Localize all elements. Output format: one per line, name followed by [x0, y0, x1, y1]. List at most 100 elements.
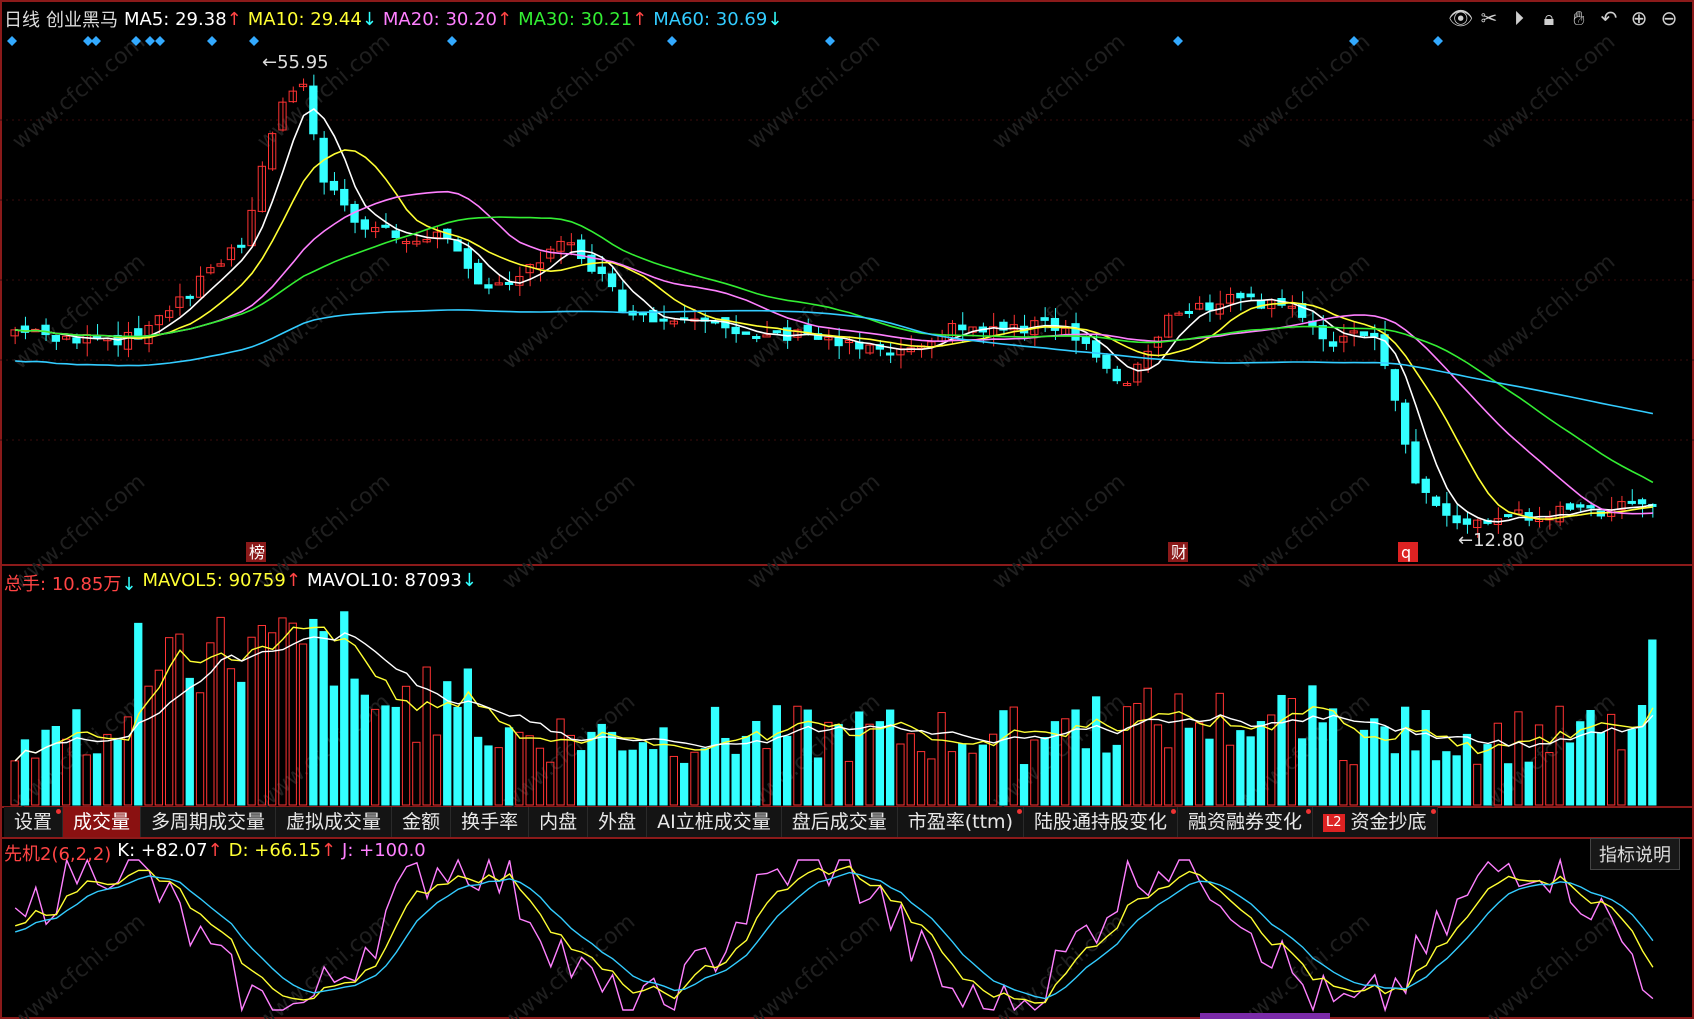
volume-bar	[165, 637, 174, 806]
candle-body	[618, 289, 627, 312]
volume-bar	[443, 681, 452, 806]
undo-icon[interactable]: ↶	[1600, 6, 1618, 30]
tab-4[interactable]: 金额	[392, 807, 452, 837]
ma10-readout: MA10: 29.44↓	[247, 8, 377, 30]
volume-bar	[834, 724, 843, 806]
volume-bar	[1174, 693, 1183, 806]
candle-body	[1565, 503, 1575, 510]
stock-name: 创业黑马	[46, 10, 118, 31]
tab-7[interactable]: 外盘	[588, 807, 648, 837]
candle-body	[1328, 341, 1338, 347]
volume-bar	[638, 742, 648, 806]
tab-label: 换手率	[461, 811, 519, 833]
watermark: www.cfchi.com	[498, 469, 640, 594]
tab-11[interactable]: 陆股通持股变化	[1023, 807, 1178, 837]
candle-body	[20, 325, 30, 333]
eye-icon[interactable]: 👁	[1448, 6, 1474, 30]
candle-body	[1617, 501, 1626, 511]
candle-body	[886, 352, 895, 356]
volume-bar	[680, 762, 689, 806]
ma30-line	[15, 216, 1654, 484]
kdj-j-line	[14, 857, 1654, 1013]
watermark: www.cfchi.com	[1233, 469, 1375, 594]
volume-bar	[1236, 730, 1245, 806]
volume-bar	[1514, 711, 1523, 806]
candle-body	[51, 334, 61, 342]
tab-8[interactable]: AI立桩成交量	[647, 807, 782, 837]
volume-bar	[824, 721, 833, 806]
candle-body	[432, 231, 442, 239]
volume-bar	[1133, 702, 1142, 806]
watermark: www.cfchi.com	[8, 29, 150, 154]
candle-body	[72, 337, 81, 344]
tab-5[interactable]: 换手率	[451, 807, 530, 837]
volume-bar	[659, 727, 668, 806]
event-diamond-icon	[7, 36, 17, 46]
candle-body	[329, 180, 339, 191]
volume-bar	[41, 729, 50, 806]
volume-bar	[669, 755, 679, 806]
volume-bar	[1153, 724, 1163, 806]
volume-bar	[1277, 694, 1286, 806]
ma5-line	[15, 107, 1654, 523]
lock-icon[interactable]: 🔒︎	[1543, 6, 1555, 30]
ma-header: 日线 创业黑马 MA5: 29.38↑ MA10: 29.44↓ MA20: 3…	[4, 6, 782, 32]
candle-body	[371, 227, 380, 233]
tab-10[interactable]: 市盈率(ttm)	[897, 807, 1024, 837]
period-label[interactable]: 日线	[4, 10, 40, 31]
candle-body	[577, 239, 586, 260]
event-diamond-icon	[1433, 36, 1443, 46]
event-diamond-icon	[1173, 36, 1183, 46]
candle-body	[504, 281, 514, 285]
volume-bar	[1246, 736, 1255, 806]
tab-3[interactable]: 虚拟成交量	[276, 807, 393, 837]
event-diamond-icon	[249, 36, 259, 46]
tab-6[interactable]: 内盘	[529, 807, 589, 837]
indicator-name[interactable]: 先机2(6,2,2)	[4, 844, 112, 865]
candle-body	[1195, 302, 1204, 310]
volume-bar	[72, 709, 81, 806]
volume-bar	[1442, 751, 1451, 806]
candle-body	[793, 329, 802, 338]
volume-bar	[1565, 742, 1575, 806]
tab-2[interactable]: 多周期成交量	[141, 807, 277, 837]
volume-bar	[1390, 753, 1399, 806]
volume-bar	[844, 760, 854, 806]
watermark: www.cfchi.com	[988, 29, 1130, 154]
volume-bar	[1380, 726, 1389, 806]
hand-icon[interactable]: ✋︎	[1573, 6, 1585, 30]
event-marker-label: 财	[1171, 543, 1187, 562]
zoom-in-icon[interactable]: ⊕	[1630, 6, 1648, 30]
tab-12[interactable]: 融资融券变化	[1178, 807, 1314, 837]
tab-label: AI立桩成交量	[657, 811, 771, 833]
candle-body	[1246, 293, 1255, 298]
scissors-icon[interactable]: ✂	[1480, 6, 1498, 30]
tab-9[interactable]: 盘后成交量	[781, 807, 898, 837]
volume-bar	[731, 753, 740, 806]
indicator-explain-button[interactable]: 指标说明	[1590, 838, 1680, 870]
candle-body	[607, 273, 617, 288]
candle-body	[216, 263, 225, 267]
event-diamond-icon	[155, 36, 165, 46]
tab-1[interactable]: 成交量	[63, 807, 142, 837]
zoom-out-icon[interactable]: ⊖	[1660, 6, 1678, 30]
volume-bar	[916, 751, 926, 806]
volume-bar	[1596, 732, 1605, 806]
watermark: www.cfchi.com	[498, 29, 640, 154]
candle-body	[659, 318, 668, 322]
tab-0[interactable]: 设置	[4, 807, 64, 837]
volume-bar	[1504, 763, 1513, 806]
volume-bar	[1349, 764, 1358, 806]
candle-body	[1380, 334, 1389, 366]
volume-bar	[412, 741, 421, 806]
mavol10-line	[14, 632, 1654, 762]
volume-bar	[628, 749, 637, 806]
volume-bar	[721, 737, 730, 806]
tab-label: 资金抄底	[1350, 811, 1427, 833]
volume-bar	[463, 668, 473, 806]
candle-body	[237, 244, 246, 248]
play-icon[interactable]: ⏵	[1514, 6, 1524, 30]
tab-13[interactable]: L2 资金抄底	[1313, 807, 1438, 837]
volume-bar	[968, 752, 977, 806]
